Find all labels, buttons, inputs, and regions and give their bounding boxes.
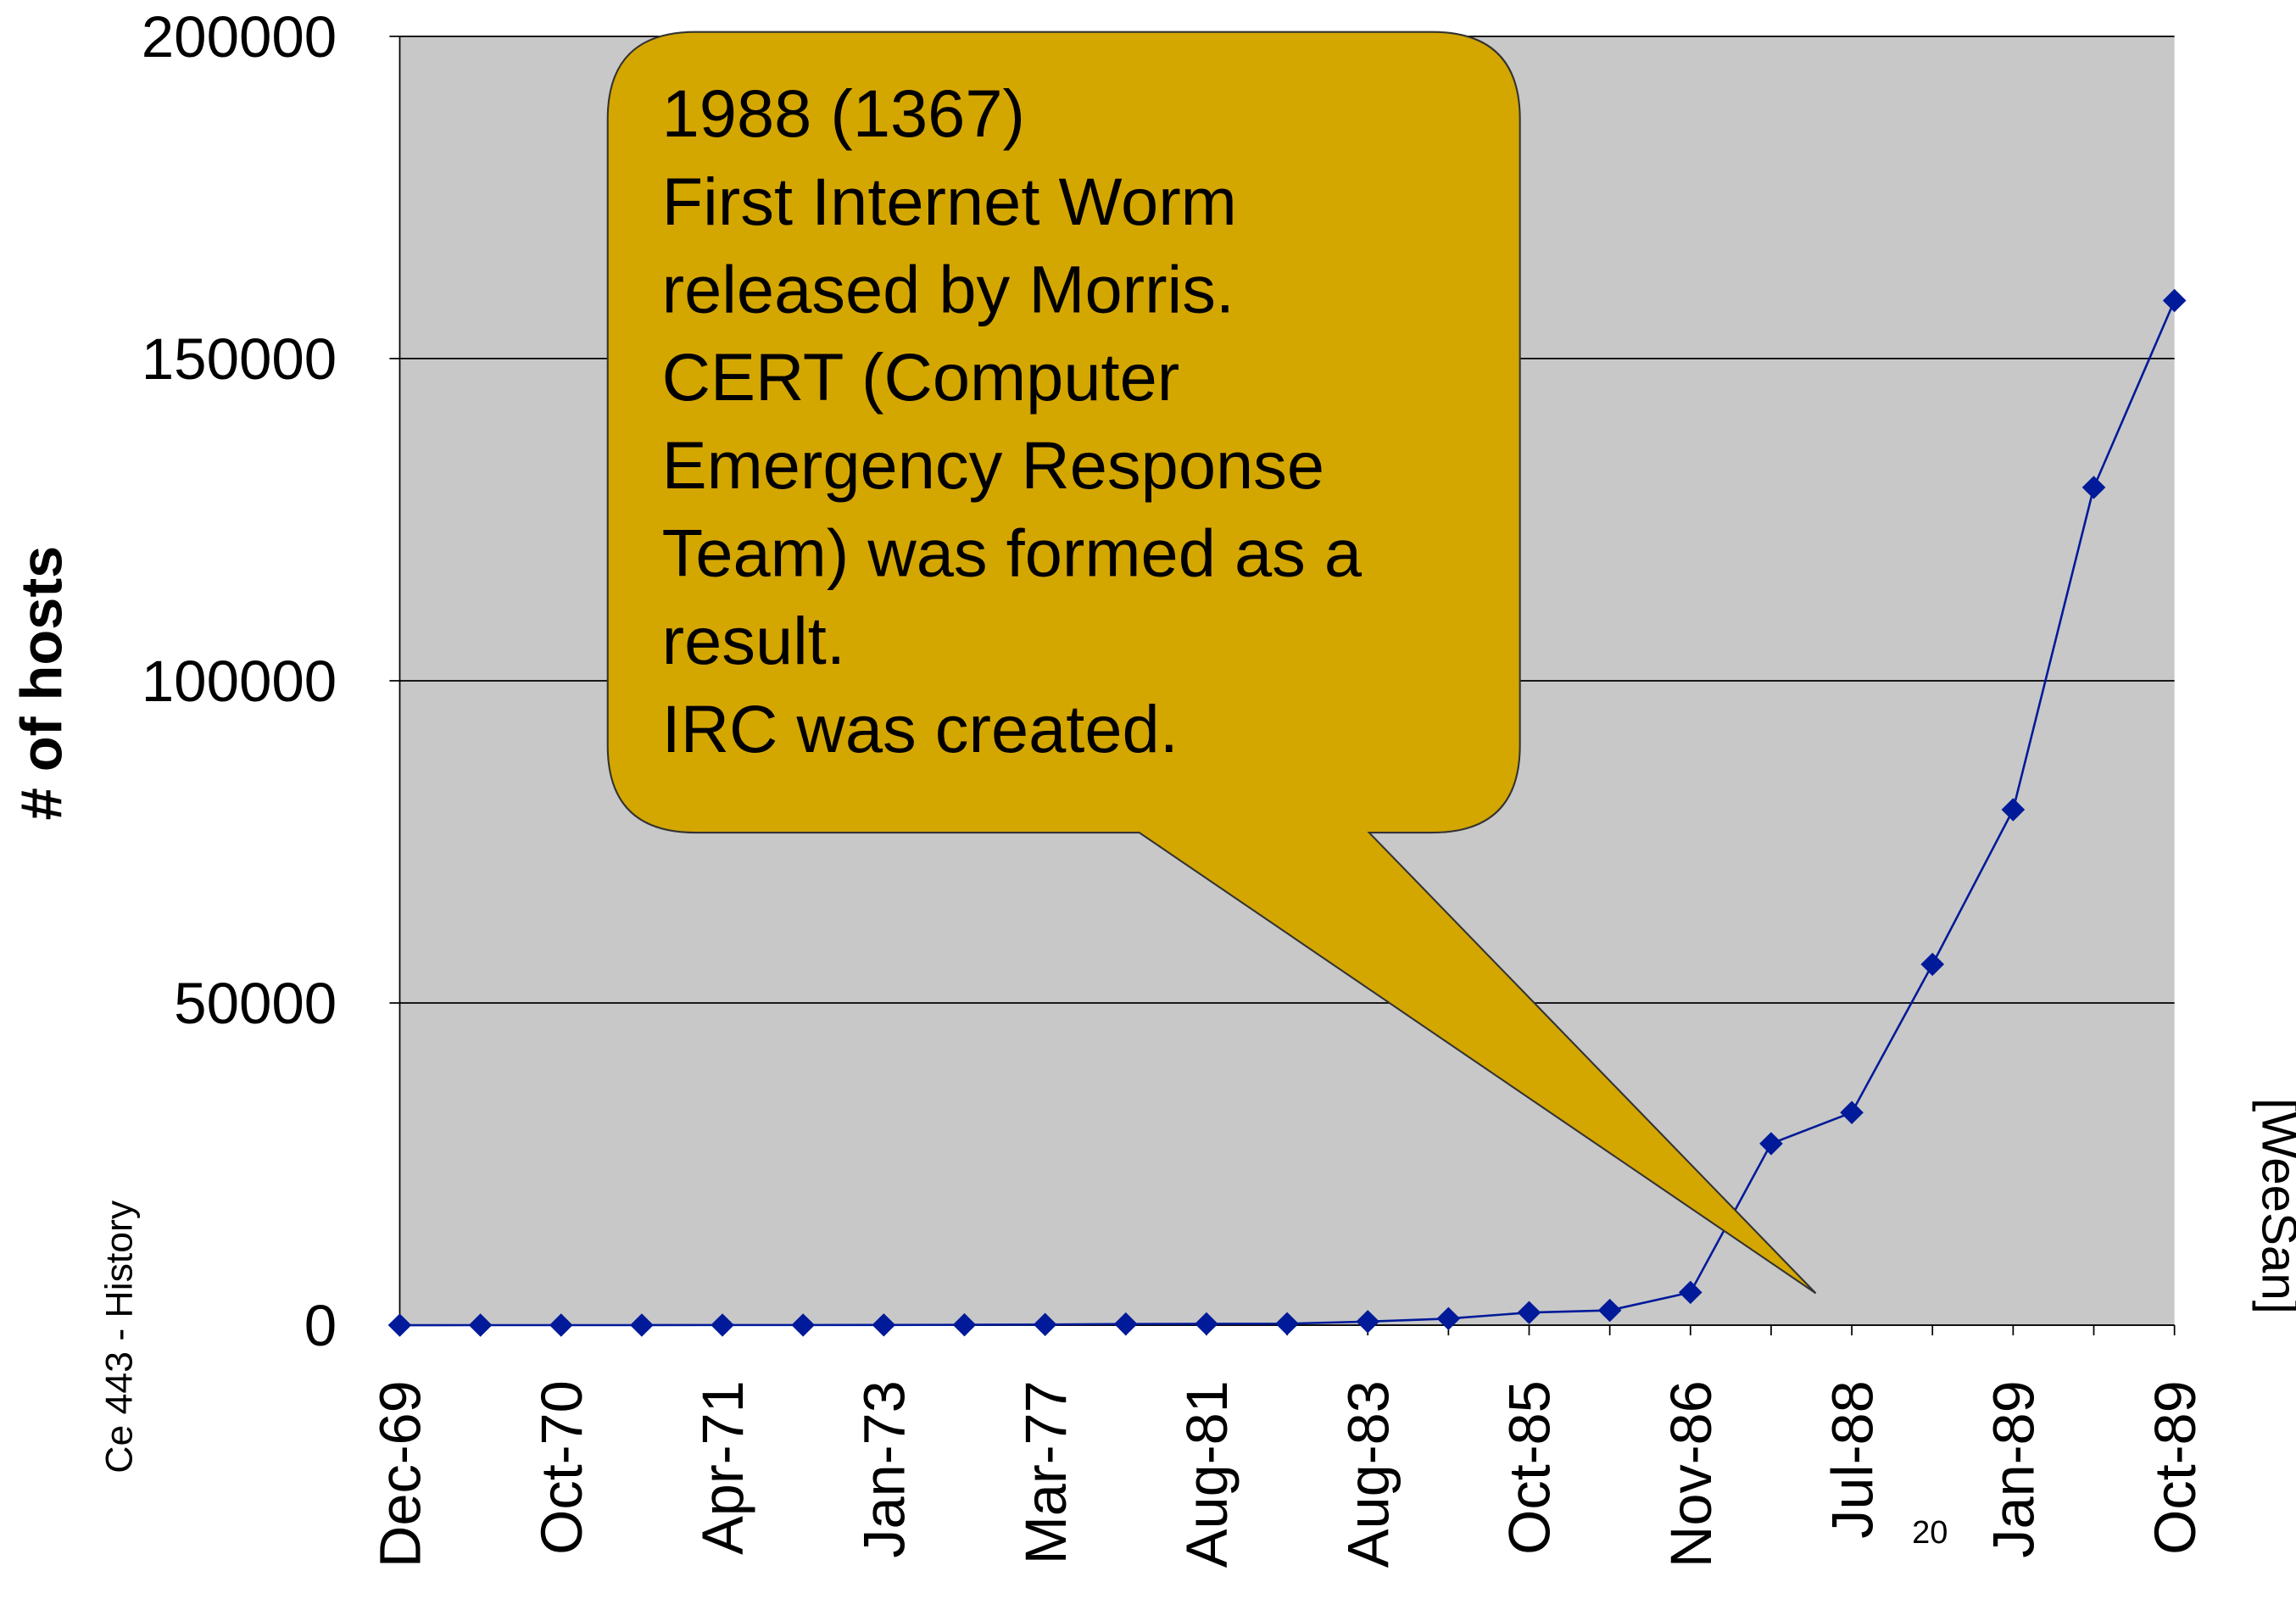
- x-tick-label: Apr-71: [690, 1380, 755, 1555]
- data-point: [1275, 1312, 1299, 1336]
- data-point: [2001, 798, 2026, 822]
- data-point: [549, 1313, 573, 1337]
- x-tick-label: Oct-89: [2143, 1380, 2208, 1555]
- callout-text: Emergency Response: [662, 427, 1324, 503]
- data-point: [2081, 476, 2106, 499]
- data-point: [630, 1313, 654, 1337]
- x-tick-label: Jan-89: [1981, 1380, 2046, 1558]
- y-tick-label: 0: [304, 1293, 337, 1358]
- x-tick-label: Jan-73: [851, 1380, 917, 1558]
- callout-text: IRC was created.: [662, 691, 1179, 766]
- x-tick-label: Nov-86: [1658, 1380, 1724, 1568]
- page-number: 20: [1912, 1515, 1948, 1551]
- x-tick-label: Oct-70: [529, 1380, 594, 1555]
- callout-text: Team) was formed as a: [662, 515, 1362, 591]
- data-point: [1759, 1132, 1783, 1156]
- y-tick-label: 150000: [142, 326, 337, 392]
- source: [WeeSan]: [2251, 1098, 2296, 1314]
- data-point: [387, 1313, 412, 1337]
- data-point: [1113, 1312, 1138, 1336]
- x-tick-label: Oct-85: [1496, 1380, 1562, 1555]
- x-tick-label: Aug-81: [1174, 1380, 1240, 1568]
- y-tick-label: 200000: [142, 4, 337, 70]
- data-point: [1436, 1306, 1461, 1331]
- data-point: [1356, 1310, 1380, 1334]
- data-point: [1840, 1100, 1864, 1124]
- callout-text: CERT (Computer: [662, 339, 1180, 415]
- callout-text: 1988 (1367): [662, 75, 1025, 151]
- y-tick-label: 50000: [174, 971, 337, 1036]
- data-point: [2162, 288, 2187, 313]
- callout-text: First Internet Worm: [662, 164, 1237, 239]
- callout-text: released by Morris.: [662, 252, 1234, 327]
- callout-text: result.: [662, 604, 845, 679]
- data-point: [1033, 1312, 1057, 1336]
- footer: Ce 443 - History: [98, 1200, 140, 1473]
- y-axis-label: # of hosts: [8, 546, 74, 821]
- data-point: [791, 1313, 816, 1337]
- x-tick-label: Mar-77: [1013, 1380, 1078, 1564]
- data-point: [1920, 952, 1945, 977]
- x-tick-label: Aug-83: [1335, 1380, 1401, 1568]
- callout: [606, 31, 1817, 1295]
- data-point: [1195, 1312, 1218, 1336]
- x-tick-label: Jul-88: [1820, 1380, 1885, 1539]
- x-tick-label: Dec-69: [367, 1380, 432, 1568]
- data-point: [468, 1313, 493, 1337]
- y-tick-label: 100000: [142, 649, 337, 714]
- data-point: [872, 1313, 896, 1337]
- data-point: [1517, 1301, 1541, 1324]
